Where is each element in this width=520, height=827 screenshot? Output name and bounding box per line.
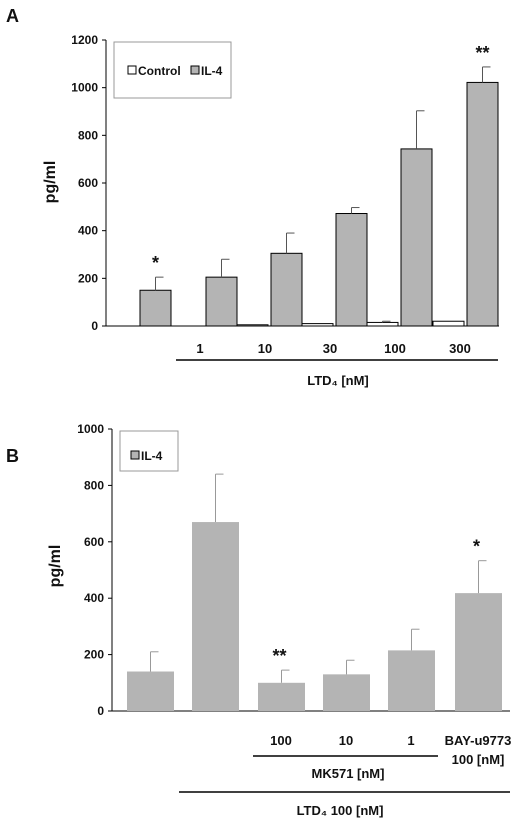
group-label-10: 10 [258,341,272,356]
panel-b-y-tick-label: 0 [97,704,104,718]
panel-b-bar-il4-5 [455,593,502,711]
panel-a-significance-marker: ** [475,43,489,63]
ltd4-axis-caption: LTD₄ [nM] [307,373,369,388]
panel-a-bar-control-5 [432,320,465,327]
bay-label-line2: 100 [nM] [452,752,505,767]
panel-a-bar-il4-2 [270,252,303,327]
panel-a-bar-il4-0 [139,289,172,327]
panel-a-y-tick-label: 200 [78,271,98,285]
panel-a-bar-control-4 [366,321,399,327]
panel-b-bar-il4-4 [388,650,435,711]
legend-label-control: Control [138,64,181,78]
panel-b-legend [119,430,179,472]
panel-a-y-tick-label: 800 [78,128,98,142]
group-label-300: 300 [449,341,471,356]
panel-a-y-axis-label: pg/ml [42,161,59,204]
panel-b-significance-marker: * [473,537,480,557]
mk571-label-100: 100 [270,733,292,748]
panel-a-bar-control-3 [301,323,334,327]
panel-b-bar-il4-2 [258,682,305,711]
legend-swatch-il4 [190,65,200,75]
panel-b-bar-il4-3 [323,674,370,711]
panel-a-bar-il4-3 [335,213,368,327]
bay-label-line1: BAY-u9773 [445,733,512,748]
group-label-30: 30 [323,341,337,356]
panel-a-y-tick-label: 1000 [71,81,98,95]
panel-b-y-axis-label: pg/ml [47,545,64,588]
group-label-1: 1 [196,341,203,356]
panel-a-significance-marker: * [152,253,159,273]
panel-b-label: B [6,446,19,466]
panel-b-y-tick-label: 800 [84,478,104,492]
mk571-label-10: 10 [339,733,353,748]
panel-b-bar-il4-1 [192,522,239,711]
panel-b-significance-marker: ** [272,646,286,666]
panel-b-y-tick-label: 1000 [77,422,104,436]
legend-label-il4: IL-4 [201,64,223,78]
panel-a-label: A [6,6,19,26]
legend-label-il4-b: IL-4 [141,449,163,463]
panel-a-y-tick-label: 1200 [71,33,98,47]
panel-a-y-tick-label: 600 [78,176,98,190]
panel-a-bar-il4-1 [205,276,238,327]
legend-swatch-control [127,65,137,75]
panel-a-y-tick-label: 400 [78,224,98,238]
panel-a-bar-il4-5 [466,81,499,327]
panel-b-y-tick-label: 600 [84,535,104,549]
panel-b-y-tick-label: 400 [84,591,104,605]
panel-a-y-tick-label: 0 [91,319,98,333]
legend-swatch-il4-b [130,450,140,460]
panel-a-bar-il4-4 [400,148,433,327]
mk571-caption: MK571 [nM] [312,766,385,781]
panel-b-bar-il4-0 [127,671,174,711]
group-label-100: 100 [384,341,406,356]
ltd4-100-caption: LTD₄ 100 [nM] [297,803,384,818]
panel-a-bar-control-2 [236,324,269,327]
panel-b-y-tick-label: 200 [84,648,104,662]
mk571-label-1: 1 [407,733,414,748]
